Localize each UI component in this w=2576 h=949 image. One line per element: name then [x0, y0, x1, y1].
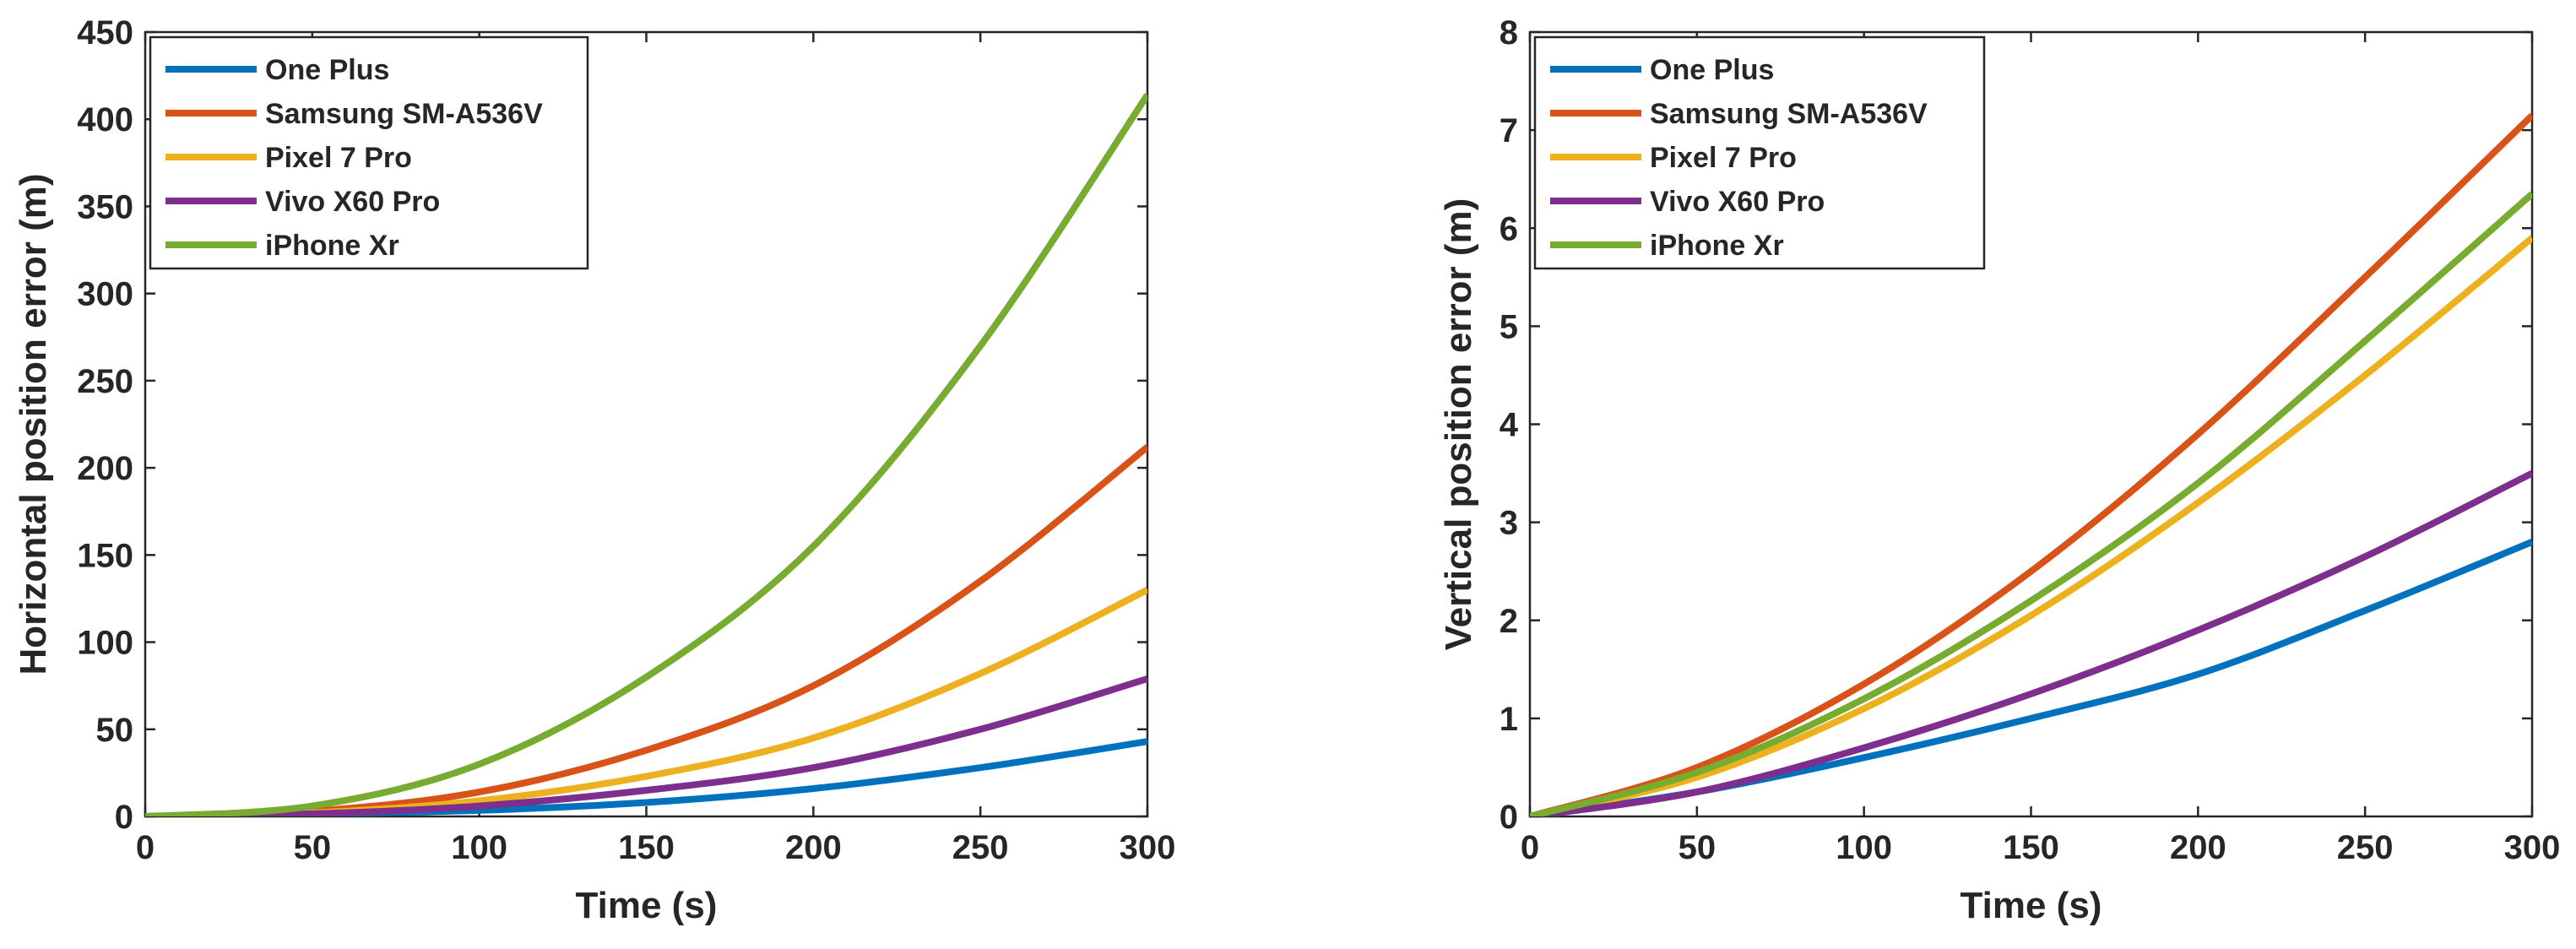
y-tick-label: 6	[1500, 210, 1518, 247]
y-tick-label: 350	[77, 188, 133, 225]
series-line-iphone-xr	[145, 93, 1147, 816]
x-tick-label: 50	[294, 829, 332, 866]
y-tick-label: 50	[96, 712, 134, 749]
y-tick-label: 4	[1500, 407, 1519, 444]
vertical-error-chart: 0 50 100 150 200 250 300 0 1 2 3 4 5 6 7 8 Time (s) Verti…	[1438, 14, 2560, 926]
x-tick-label: 250	[952, 829, 1009, 866]
legend-entry-label: Pixel 7 Pro	[265, 142, 412, 174]
y-tick-label: 250	[77, 363, 133, 400]
x-tick-label: 200	[785, 829, 842, 866]
legend-entry-label: Vivo X60 Pro	[1650, 186, 1825, 218]
x-tick-label: 250	[2337, 829, 2394, 866]
x-tick-label: 150	[618, 829, 675, 866]
x-tick-label: 0	[136, 829, 155, 866]
y-tick-label: 1	[1500, 701, 1518, 738]
legend-entry-label: One Plus	[1650, 54, 1774, 86]
x-tick-label: 100	[451, 829, 507, 866]
y-axis-label: Horizontal position error (m)	[13, 174, 54, 675]
y-tick-label: 150	[77, 537, 133, 574]
y-tick-label: 7	[1500, 112, 1518, 149]
y-tick-label: 450	[77, 14, 133, 52]
legend-entry-label: iPhone Xr	[1650, 230, 1784, 262]
y-tick-label: 100	[77, 625, 133, 662]
series-line-vivo-x60-pro	[145, 675, 1147, 816]
x-tick-label: 50	[1678, 829, 1716, 866]
y-tick-label: 200	[77, 450, 133, 487]
y-tick-label: 0	[1500, 799, 1518, 836]
legend-box	[149, 35, 589, 270]
series-line-pixel-7-pro	[1530, 235, 2532, 816]
y-tick-label: 8	[1500, 14, 1518, 52]
y-axis-label: Vertical position error (m)	[1438, 198, 1479, 650]
x-axis-label: Time (s)	[576, 885, 718, 926]
legend-box	[1533, 35, 1986, 270]
x-tick-label: 200	[2170, 829, 2226, 866]
legend-entry-label: Samsung SM-A536V	[265, 98, 543, 130]
legend-entry-label: Vivo X60 Pro	[265, 186, 440, 218]
y-tick-label: 3	[1500, 505, 1518, 542]
y-tick-label: 5	[1500, 308, 1518, 345]
y-tick-label: 2	[1500, 603, 1518, 640]
x-tick-label: 300	[1120, 829, 1176, 866]
legend-entry-label: One Plus	[265, 54, 389, 86]
x-axis-label: Time (s)	[1960, 885, 2102, 926]
legend-entry-label: Pixel 7 Pro	[1650, 142, 1797, 174]
x-tick-label: 150	[2003, 829, 2059, 866]
series-line-vivo-x60-pro	[1530, 469, 2532, 816]
series-line-iphone-xr	[1530, 191, 2532, 816]
series-line-samsung-sm-a536v	[1530, 112, 2532, 816]
x-tick-label: 0	[1521, 829, 1539, 866]
y-tick-label: 0	[115, 799, 133, 836]
legend-entry-label: iPhone Xr	[265, 230, 399, 262]
horizontal-error-chart: 0 50 100 150 200 250 300 0 50 100 150 200 250 300 350 4…	[13, 14, 1175, 926]
legend-entry-label: Samsung SM-A536V	[1650, 98, 1928, 130]
y-tick-label: 400	[77, 101, 133, 138]
x-tick-label: 300	[2504, 829, 2561, 866]
x-tick-label: 100	[1836, 829, 1892, 866]
y-tick-label: 300	[77, 276, 133, 313]
